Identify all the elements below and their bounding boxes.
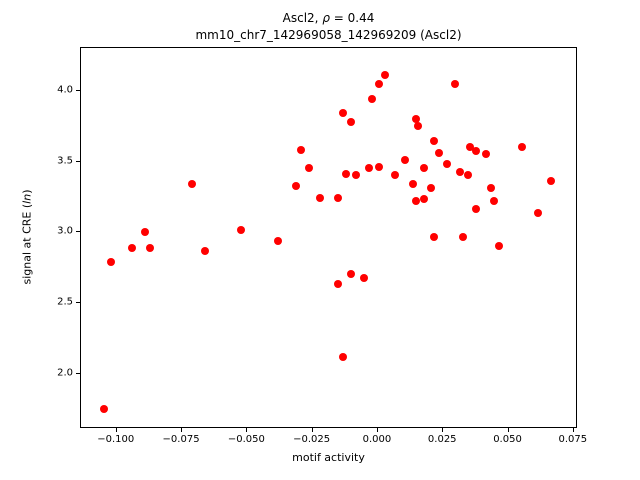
data-point — [367, 95, 376, 104]
ylabel-suffix: ) — [20, 189, 34, 194]
data-point — [390, 171, 399, 180]
data-point — [547, 176, 556, 185]
chart-title: Ascl2, ρ = 0.44 — [80, 10, 577, 27]
data-point — [380, 71, 389, 80]
data-point — [273, 237, 282, 246]
data-point — [292, 182, 301, 191]
y-tick-label: 3.5 — [57, 155, 73, 167]
x-tick-mark — [507, 428, 509, 432]
x-tick-label: 0.050 — [493, 434, 522, 445]
data-point — [429, 137, 438, 146]
y-axis-label: signal at CRE (ln) — [21, 190, 34, 285]
data-point — [338, 109, 347, 118]
data-point — [518, 143, 527, 152]
data-point — [458, 233, 467, 242]
title-block: Ascl2, ρ = 0.44 mm10_chr7_142969058_1429… — [80, 10, 577, 44]
chart-subtitle: mm10_chr7_142969058_142969209 (Ascl2) — [195, 28, 462, 42]
ylabel-italic-ln: ln — [20, 193, 34, 204]
x-tick-mark — [572, 428, 574, 432]
x-tick-mark — [181, 428, 183, 432]
data-point — [375, 79, 384, 88]
y-tick-mark — [76, 90, 80, 91]
data-point — [359, 273, 368, 282]
data-point — [315, 193, 324, 202]
x-tick-label: 0.000 — [362, 434, 392, 445]
data-point — [435, 148, 444, 157]
data-point — [99, 404, 108, 413]
x-axis-label: motif activity — [292, 451, 365, 464]
data-point — [419, 164, 428, 173]
data-point — [534, 209, 543, 218]
data-point — [237, 226, 246, 235]
data-point — [466, 143, 475, 152]
data-point — [146, 244, 155, 253]
x-tick-label: 0.075 — [558, 434, 588, 445]
x-tick-mark — [115, 428, 117, 432]
data-point — [455, 168, 464, 177]
data-point — [341, 169, 350, 178]
x-tick-label: −0.100 — [97, 434, 135, 445]
data-point — [297, 145, 306, 154]
x-tick-label: 0.025 — [427, 434, 457, 445]
data-point — [463, 171, 472, 180]
y-tick-label: 3.0 — [57, 225, 73, 237]
data-point — [489, 196, 498, 205]
y-tick-label: 2.0 — [57, 367, 73, 379]
data-point — [201, 247, 210, 256]
x-tick-mark — [311, 428, 313, 432]
y-tick-label: 2.5 — [57, 296, 73, 308]
data-point — [333, 279, 342, 288]
title-suffix: = 0.44 — [329, 11, 375, 25]
data-point — [482, 150, 490, 159]
data-point — [305, 164, 314, 173]
x-tick-mark — [442, 428, 444, 432]
data-point — [128, 244, 137, 253]
data-point — [346, 117, 355, 126]
data-point — [487, 183, 496, 192]
y-tick-label: 4.0 — [57, 84, 73, 96]
data-point — [419, 195, 428, 204]
data-point — [346, 269, 355, 278]
title-prefix: Ascl2, — [282, 11, 323, 25]
x-tick-label: −0.025 — [293, 434, 331, 445]
x-tick-label: −0.050 — [227, 434, 265, 445]
data-point — [338, 352, 347, 361]
x-tick-label: −0.075 — [162, 434, 200, 445]
y-tick-mark — [76, 372, 80, 374]
y-tick-mark — [76, 160, 80, 162]
data-point — [401, 155, 410, 164]
data-point — [409, 179, 418, 188]
data-point — [427, 183, 436, 192]
data-point — [188, 179, 197, 188]
data-point — [429, 233, 438, 242]
data-point — [107, 258, 116, 267]
data-point — [351, 171, 360, 180]
data-point — [411, 196, 420, 205]
data-point — [411, 114, 420, 123]
data-point — [333, 193, 342, 202]
data-point — [471, 147, 480, 156]
x-tick-mark — [376, 428, 378, 432]
data-point — [141, 227, 150, 236]
data-point — [442, 159, 451, 168]
y-tick-mark — [76, 231, 80, 233]
data-point — [471, 205, 480, 213]
data-point — [375, 162, 384, 171]
y-tick-mark — [76, 302, 80, 304]
ylabel-prefix: signal at CRE ( — [20, 203, 34, 285]
data-point — [414, 121, 423, 130]
data-point — [495, 241, 503, 250]
x-tick-mark — [246, 428, 248, 432]
data-point — [364, 164, 373, 173]
plot-area — [80, 47, 577, 428]
title-rho-symbol: ρ — [322, 11, 330, 25]
data-point — [450, 79, 459, 88]
